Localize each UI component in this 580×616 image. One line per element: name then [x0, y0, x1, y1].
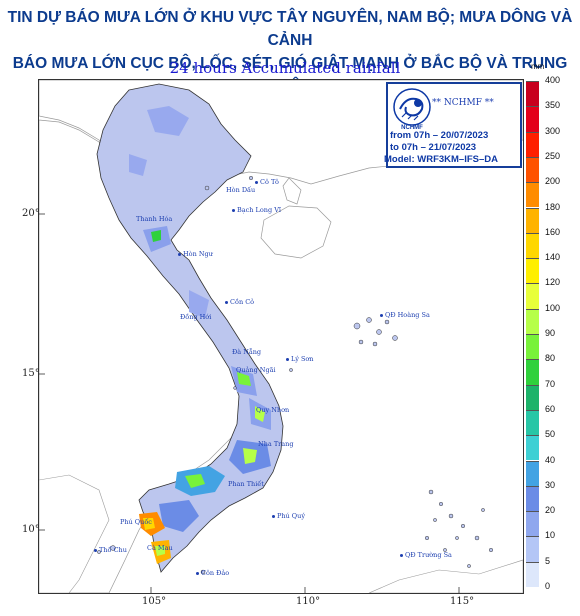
- place-label: Lý Sơn: [286, 355, 314, 363]
- colorbar-segment: [526, 182, 539, 208]
- lon-label-115: 115°: [450, 596, 475, 607]
- place-label: Hòn Dấu: [226, 186, 256, 194]
- place-label: Phú Quốc: [120, 518, 152, 526]
- colorbar-label: 70: [545, 378, 556, 389]
- lat-label-10: 10°: [22, 524, 40, 535]
- colorbar-segment: [526, 308, 539, 334]
- spratly-islands: [424, 489, 494, 568]
- place-label: Đồng Hới: [180, 313, 212, 321]
- place-label: Quy Nhơn: [256, 406, 290, 414]
- legend-unit: mm: [531, 62, 545, 71]
- lat-label-20: 20°: [22, 208, 40, 219]
- rainfall-colorbar: [526, 81, 539, 587]
- place-label: Quảng Ngãi: [236, 366, 276, 374]
- colorbar-label: 160: [545, 226, 561, 237]
- colorbar-segment: [526, 283, 539, 309]
- colorbar-segment: [526, 460, 539, 486]
- colorbar-segment: [526, 106, 539, 132]
- colorbar-segment: [526, 258, 539, 284]
- colorbar-label: 140: [545, 252, 561, 263]
- colorbar-label: 0: [545, 581, 551, 591]
- colorbar-label: 30: [545, 479, 556, 490]
- colorbar-label: 300: [545, 125, 561, 136]
- colorbar-segment: [526, 334, 539, 360]
- colorbar-label: 200: [545, 176, 561, 187]
- leizhou-peninsula: [282, 177, 302, 205]
- place-label: Côn Đảo: [196, 569, 229, 577]
- place-label: Hòn Ngư: [178, 250, 213, 258]
- lon-label-110: 110°: [296, 596, 321, 607]
- colorbar-label: 80: [545, 353, 556, 364]
- colorbar-label: 5: [545, 555, 551, 566]
- lat-label-15: 15°: [22, 368, 40, 379]
- place-label: QĐ Trường Sa: [400, 551, 452, 559]
- paracel-islands: [353, 317, 398, 347]
- colorbar-segment: [526, 409, 539, 436]
- place-label: Nha Trang: [258, 440, 294, 448]
- colorbar-segment: [526, 485, 539, 512]
- colorbar-segment: [526, 156, 539, 183]
- colorbar-label: 400: [545, 75, 561, 85]
- colorbar-segment: [526, 207, 539, 233]
- colorbar-segment: [526, 131, 539, 157]
- colorbar-segment: [526, 232, 539, 259]
- colorbar-label: 350: [545, 100, 561, 111]
- place-label: Phan Thiết: [228, 480, 264, 488]
- place-label: Bạch Long Vĩ: [232, 206, 281, 214]
- colorbar-segment: [526, 359, 539, 385]
- colorbar-label: 100: [545, 302, 561, 313]
- colorbar-segment: [526, 81, 539, 107]
- colorbar-label: 10: [545, 530, 556, 541]
- colorbar-label: 50: [545, 429, 556, 440]
- place-label: Phú Quý: [272, 512, 305, 520]
- colorbar-segment: [526, 511, 539, 537]
- colorbar-segment: [526, 561, 539, 587]
- hainan-island: [260, 205, 332, 259]
- colorbar-segment: [526, 384, 539, 410]
- lon-label-105: 105°: [142, 596, 167, 607]
- colorbar-label: 40: [545, 454, 556, 465]
- colorbar-label: 20: [545, 505, 556, 516]
- place-label: Thổ Chu: [94, 546, 127, 554]
- period-to: to 07h – 21/07/2023: [390, 142, 477, 153]
- nchmf-logo-icon: [393, 88, 431, 126]
- colorbar-label: 180: [545, 201, 561, 212]
- org-name: ** NCHMF **: [432, 98, 494, 108]
- colorbar-segment: [526, 435, 539, 461]
- place-label: Cà Mau: [147, 544, 173, 552]
- place-label: Đà Nẵng: [232, 348, 262, 356]
- rain-patches: [129, 106, 271, 564]
- colorbar-label: 60: [545, 403, 556, 414]
- colorbar-label: 120: [545, 277, 561, 288]
- model-name: Model: WRF3KM–IFS–DA: [384, 154, 498, 165]
- colorbar-label: 250: [545, 150, 561, 161]
- place-label: Cồn Cỏ: [225, 298, 254, 306]
- logo-label: NCHMF: [401, 125, 423, 131]
- small-islands: [97, 175, 293, 575]
- period-from: from 07h – 20/07/2023: [390, 130, 489, 141]
- borneo-edge: [368, 559, 523, 593]
- place-label: Cô Tô: [255, 178, 279, 186]
- place-label: QĐ Hoàng Sa: [380, 311, 430, 319]
- headline-line-1: TIN DỰ BÁO MƯA LỚN Ở KHU VỰC TÂY NGUYÊN,…: [7, 9, 573, 49]
- colorbar-label: 90: [545, 328, 556, 338]
- colorbar-segment: [526, 536, 539, 562]
- map-title: 24 hours Accumulated rainfall: [169, 59, 401, 77]
- forecast-info-box: NCHMF ** NCHMF ** from 07h – 20/07/2023 …: [384, 82, 522, 168]
- place-label: Thanh Hóa: [136, 215, 173, 223]
